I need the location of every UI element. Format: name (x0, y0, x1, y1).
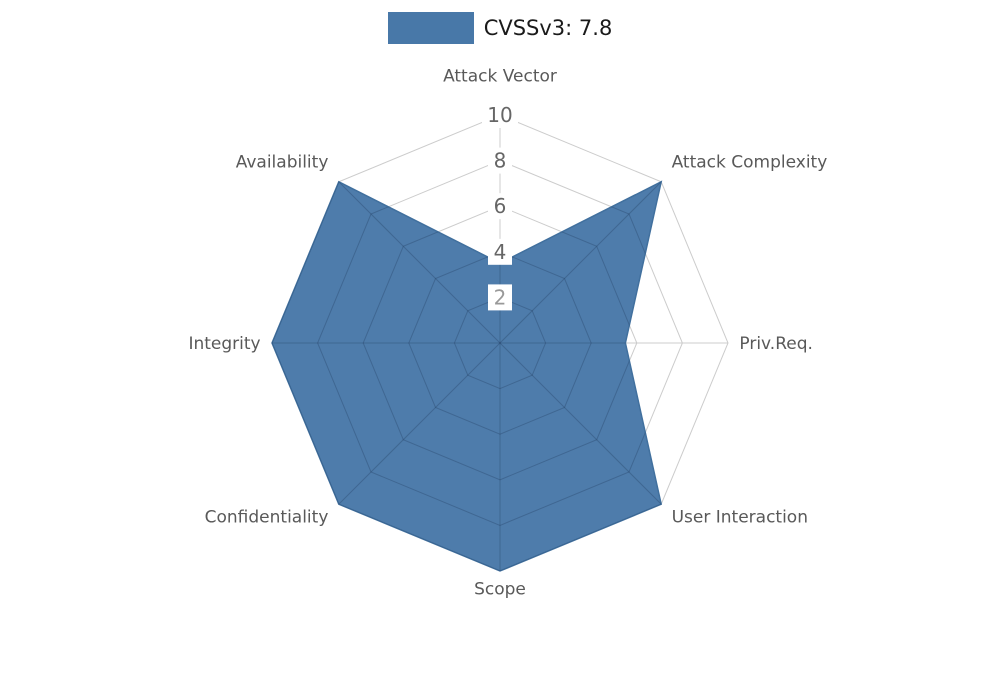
tick-label: 2 (494, 285, 507, 309)
chart-legend: CVSSv3: 7.8 (0, 12, 1000, 44)
tick-label: 10 (487, 103, 512, 127)
axis-label-confidentiality: Confidentiality (205, 508, 329, 528)
grid-ring-inner (408, 251, 592, 435)
tick-backdrop (488, 284, 512, 311)
axis-label-integrity: Integrity (188, 334, 260, 354)
tick-label: 4 (494, 240, 507, 264)
grid-ring-inner (272, 181, 662, 572)
grid-ring-inner (453, 296, 547, 390)
tick-backdrop (488, 238, 512, 265)
grid-ring-inner (362, 205, 638, 481)
axis-label-attack-vector: Attack Vector (443, 67, 557, 87)
axis-label-attack-complexity: Attack Complexity (672, 152, 828, 172)
axis-label-scope: Scope (474, 579, 526, 599)
axis-spoke-inner (499, 181, 662, 344)
tick-backdrop (482, 102, 518, 128)
radar-series-polygon (271, 180, 663, 572)
axis-label-availability: Availability (236, 152, 329, 172)
axis-spoke-inner (338, 181, 501, 344)
axis-label-user-interaction: User Interaction (672, 508, 808, 528)
axis-spoke-inner (499, 342, 662, 505)
axis-label-priv-req: Priv.Req. (739, 334, 813, 354)
tick-backdrop (488, 193, 512, 220)
legend-swatch (387, 12, 474, 44)
axis-spoke-inner (338, 342, 501, 505)
tick-backdrop (488, 147, 512, 174)
legend-label: CVSSv3: 7.8 (483, 16, 613, 40)
tick-label: 8 (494, 149, 507, 173)
tick-label: 6 (494, 194, 507, 218)
